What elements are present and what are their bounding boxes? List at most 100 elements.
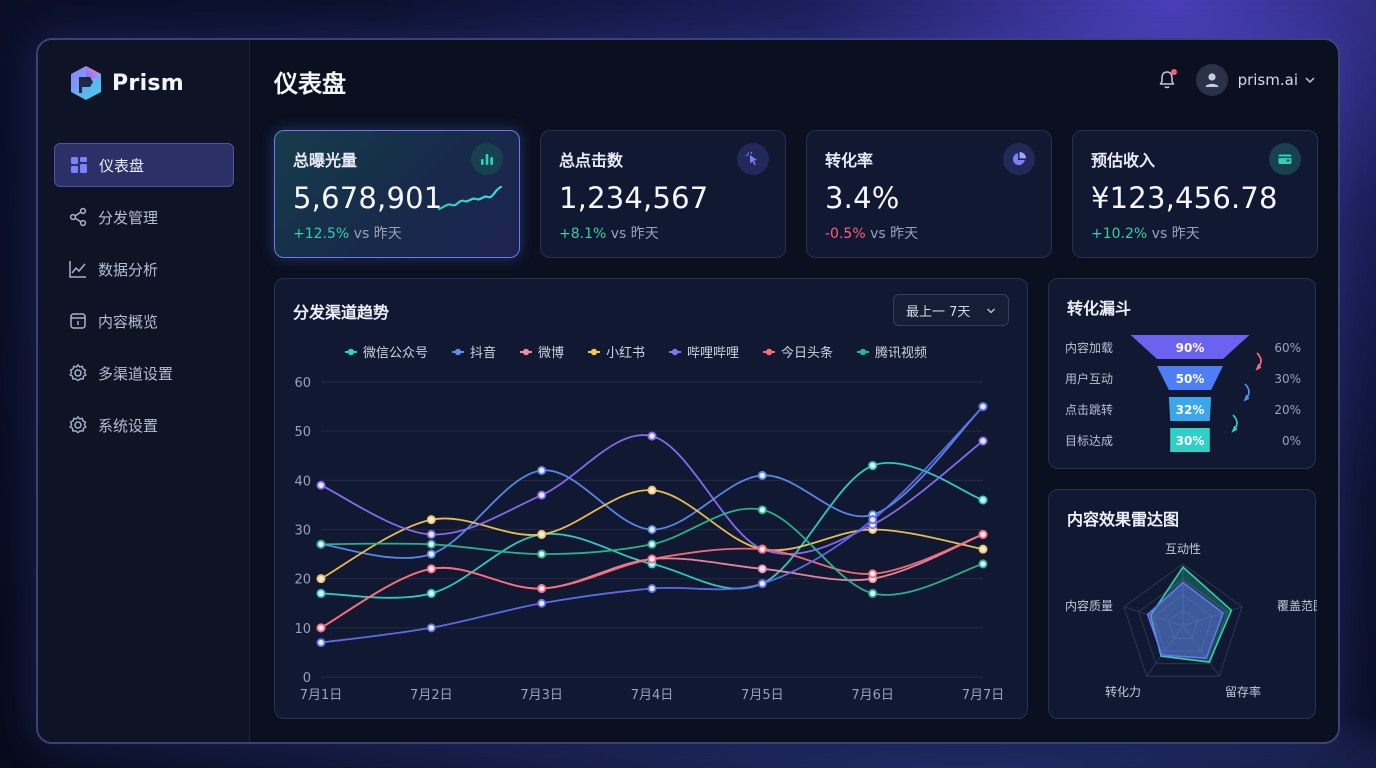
kpi-card-clicks[interactable]: 总点击数 1,234,567 +8.1% vs 昨天	[540, 130, 786, 258]
share-icon	[69, 207, 87, 227]
kpi-title: 预估收入	[1091, 151, 1156, 170]
bar-chart-icon	[471, 143, 503, 175]
funnel-stage-label: 目标达成	[1065, 434, 1113, 448]
data-point	[537, 465, 547, 475]
legend-item: 微博	[520, 346, 564, 361]
legend-item: 小红书	[588, 345, 645, 361]
data-point	[426, 623, 436, 633]
data-point	[757, 505, 767, 515]
radar-title: 内容效果雷达图	[1067, 510, 1180, 529]
funnel-arrow-head	[1255, 363, 1262, 371]
date-range-select[interactable]: 最上一 7天	[893, 294, 1009, 326]
sidebar-item-label: 分发管理	[98, 208, 159, 227]
data-point	[537, 583, 547, 593]
data-point	[537, 529, 547, 539]
radar-grid-ring	[1138, 578, 1228, 665]
data-point	[978, 559, 988, 569]
legend-item: 腾讯视频	[857, 345, 927, 361]
data-point	[757, 579, 767, 589]
kpi-delta: +8.1% vs 昨天	[559, 226, 659, 242]
user-menu-label[interactable]: prism.ai	[1237, 71, 1298, 89]
radar-grid-ring	[1152, 594, 1214, 652]
funnel-rate-label: 30%	[1274, 372, 1301, 386]
x-tick-label: 7月4日	[631, 688, 674, 703]
legend-marker	[671, 348, 679, 356]
legend-marker	[347, 348, 355, 356]
sparkline	[437, 185, 503, 211]
kpi-card-conversion[interactable]: 转化率 3.4% -0.5% vs 昨天	[806, 130, 1052, 258]
data-point	[978, 402, 988, 412]
kpi-card-revenue[interactable]: 预估收入 ¥123,456.78 +10.2% vs 昨天	[1072, 130, 1318, 258]
notification-button[interactable]	[1156, 69, 1178, 91]
conversion-funnel-chart: 内容加载 90% 60% 用户互动 50% 30% 点击跳转 32% 20% 目标达成 30% 0%	[1065, 335, 1301, 452]
sidebar-item-dashboard[interactable]: 仪表盘	[54, 143, 234, 187]
funnel-segment	[1157, 366, 1223, 390]
trend-line-chart: 微信公众号 抖音 微博 小红书 哔哩哔哩 今日头条 腾讯视频 0 10 20 30 40 50 60 7月1…	[294, 345, 1005, 703]
funnel-rate-label: 60%	[1274, 341, 1301, 355]
data-point	[537, 598, 547, 608]
data-point	[426, 549, 436, 559]
data-point	[868, 588, 878, 598]
data-point	[537, 549, 547, 559]
legend-label: 抖音	[470, 345, 496, 361]
radar-axis	[1146, 625, 1184, 677]
data-point	[316, 539, 326, 549]
sidebar-item-content[interactable]: 内容概览	[54, 299, 234, 343]
funnel-segment	[1170, 428, 1210, 452]
sidebar-item-label: 数据分析	[98, 260, 159, 279]
data-point	[978, 544, 988, 554]
y-tick-label: 20	[294, 573, 311, 588]
legend-label: 微博	[538, 346, 564, 361]
radar-axis	[1182, 625, 1220, 677]
sidebar-item-channel-settings[interactable]: 多渠道设置	[54, 351, 234, 395]
kpi-value: 3.4%	[825, 181, 900, 215]
kpi-delta: -0.5% vs 昨天	[825, 226, 919, 242]
header-actions: prism.ai	[1156, 62, 1316, 98]
x-tick-label: 7月7日	[962, 688, 1005, 703]
x-tick-label: 7月2日	[410, 688, 453, 703]
pie-chart-icon	[1003, 143, 1035, 175]
sidebar-item-system-settings[interactable]: 系统设置	[54, 403, 234, 447]
data-point	[426, 529, 436, 539]
data-point	[316, 480, 326, 490]
gear-icon	[69, 364, 87, 382]
data-point	[316, 623, 326, 633]
kpi-title: 总曝光量	[293, 151, 358, 170]
legend-marker	[522, 348, 530, 356]
radar-series-area	[1146, 581, 1225, 659]
sidebar-item-label: 系统设置	[98, 416, 159, 435]
data-point	[978, 436, 988, 446]
chevron-down-icon[interactable]	[1304, 74, 1316, 86]
radar-axis-label: 互动性	[1165, 542, 1201, 556]
data-point	[978, 495, 988, 505]
kpi-title: 总点击数	[559, 151, 624, 170]
sidebar-item-distribution[interactable]: 分发管理	[54, 195, 234, 239]
funnel-stage-label: 用户互动	[1065, 371, 1113, 386]
kpi-card-impressions[interactable]: 总曝光量 5,678,901 +12.5% vs 昨天	[274, 130, 520, 258]
funnel-rate-label: 20%	[1274, 403, 1301, 417]
document-icon	[70, 313, 86, 329]
data-point	[647, 431, 657, 441]
legend-item: 今日头条	[763, 345, 833, 361]
y-tick-label: 30	[294, 524, 311, 539]
funnel-card: 转化漏斗 内容加载 90% 60% 用户互动 50% 30% 点击跳转 32% 20% 目标达成 3…	[1048, 278, 1316, 469]
radar-grid-ring	[1123, 563, 1243, 677]
logo[interactable]: Prism	[68, 64, 184, 102]
sidebar-item-analytics[interactable]: 数据分析	[54, 247, 234, 291]
data-point	[316, 638, 326, 648]
kpi-delta: +12.5% vs 昨天	[293, 226, 402, 242]
legend-item: 微信公众号	[345, 346, 428, 361]
data-point	[316, 588, 326, 598]
x-tick-label: 7月5日	[741, 688, 784, 703]
wallet-icon	[1269, 143, 1301, 175]
avatar[interactable]	[1195, 64, 1228, 96]
data-point	[868, 569, 878, 579]
data-point	[647, 485, 657, 495]
x-tick-label: 7月1日	[300, 688, 343, 703]
funnel-segment	[1168, 397, 1212, 421]
page-title: 仪表盘	[274, 70, 346, 98]
funnel-value-label: 30%	[1176, 434, 1205, 448]
gear-icon	[69, 416, 87, 434]
series-line	[320, 405, 984, 644]
legend-item: 抖音	[452, 345, 496, 361]
